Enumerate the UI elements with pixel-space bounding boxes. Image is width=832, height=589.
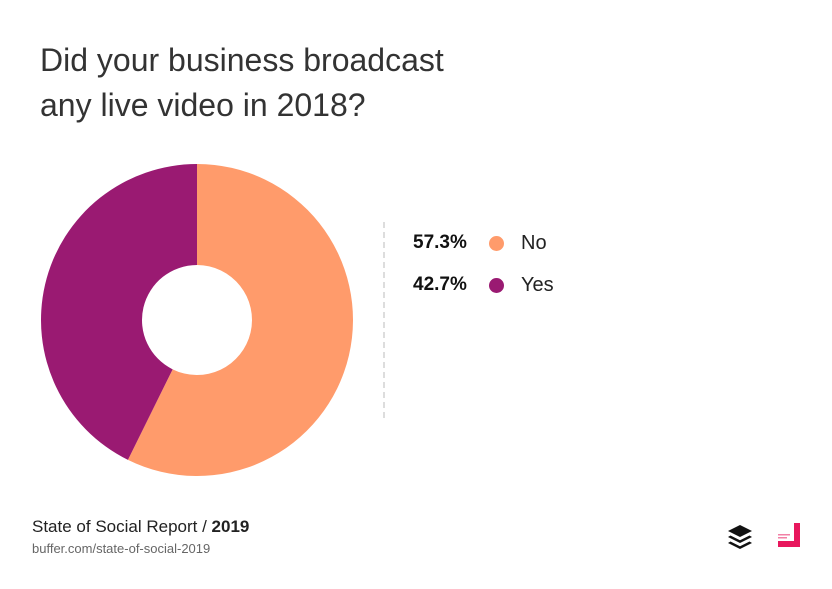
legend-swatch-no bbox=[489, 235, 504, 251]
legend: 57.3% No 42.7% Yes bbox=[413, 222, 554, 306]
legend-label-no: No bbox=[521, 231, 547, 254]
legend-swatch-yes bbox=[489, 277, 504, 293]
legend-divider bbox=[383, 222, 385, 418]
legend-item-no: 57.3% No bbox=[413, 222, 554, 264]
legend-item-yes: 42.7% Yes bbox=[413, 264, 554, 306]
legend-label-yes: Yes bbox=[521, 273, 554, 296]
chart-title-line-1: Did your business broadcast bbox=[40, 42, 444, 78]
legend-value-no: 57.3% bbox=[413, 232, 467, 253]
report-url: buffer.com/state-of-social-2019 bbox=[32, 541, 211, 556]
donut-slice-yes bbox=[40, 164, 197, 460]
chart-title: Did your business broadcast any live vid… bbox=[40, 38, 600, 128]
legend-value-yes: 42.7% bbox=[413, 274, 467, 295]
report-year: 2019 bbox=[211, 517, 250, 536]
donut-chart bbox=[40, 164, 353, 476]
donut-slice-no bbox=[127, 164, 353, 476]
buffer-layers-icon bbox=[728, 525, 752, 549]
report-title: State of Social Report / 2019 bbox=[32, 517, 249, 537]
brand-corner-icon bbox=[778, 523, 800, 547]
report-name: State of Social Report / bbox=[32, 517, 212, 536]
chart-title-line-2: any live video in 2018? bbox=[40, 87, 366, 123]
